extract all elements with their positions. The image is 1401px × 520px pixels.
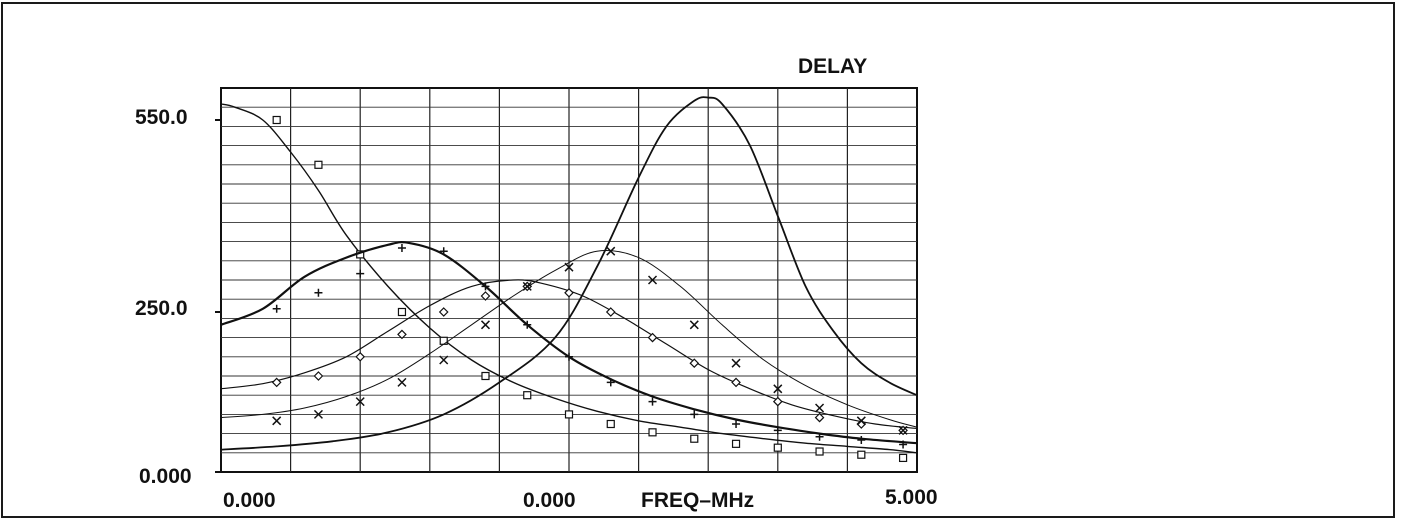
delay-chart: [215, 87, 918, 473]
series-2-marker: [523, 320, 532, 329]
series-1-marker: [397, 307, 407, 317]
series-2-marker: [439, 247, 448, 256]
series-4-marker: [731, 358, 741, 368]
series-2-marker: [606, 378, 615, 387]
series-4-marker: [564, 262, 574, 272]
series-1-marker: [272, 115, 281, 125]
series-2-marker: [314, 288, 323, 297]
series-1-marker: [606, 419, 615, 429]
series-line-3: [220, 279, 918, 430]
series-2-marker: [773, 426, 782, 435]
x-tick-label-right: 5.000: [885, 486, 938, 509]
series-3-marker: [605, 307, 616, 317]
series-4-marker: [898, 425, 908, 435]
series-4-marker: [815, 403, 825, 413]
y-tick-label-mid: 250.0: [135, 297, 188, 320]
series-2-marker: [732, 420, 741, 428]
series-1-marker: [773, 443, 782, 452]
series-4-marker: [439, 355, 449, 365]
x-tick-label-center: 0.000: [523, 489, 576, 512]
series-3-marker: [313, 371, 324, 381]
series-2-marker: [397, 244, 406, 252]
y-tick-label-top: 550.0: [135, 106, 188, 129]
series-3-marker: [647, 332, 658, 343]
series-3-marker: [397, 329, 407, 340]
series-3-marker: [480, 291, 491, 301]
series-4-marker: [773, 384, 783, 394]
series-2-marker: [272, 304, 281, 313]
series-4-marker: [647, 275, 658, 285]
series-3-marker: [438, 307, 449, 317]
series-1-marker: [815, 447, 824, 456]
series-1-marker: [523, 391, 532, 400]
series-2-marker: [565, 352, 573, 361]
series-3-marker: [772, 396, 783, 407]
series-1-marker: [731, 439, 741, 448]
series-4-marker: [606, 246, 616, 256]
series-1-marker: [648, 428, 657, 437]
series-3-marker: [355, 351, 366, 362]
series-line-4: [220, 249, 918, 428]
series-1-marker: [481, 371, 490, 381]
y-tick-label-bottom: 0.000: [139, 465, 192, 488]
series-1-marker: [314, 160, 323, 169]
series-1-marker: [857, 450, 866, 459]
series-2-marker: [857, 436, 866, 444]
series-4-marker: [355, 397, 365, 407]
x-tick-label-left: 0.000: [223, 489, 276, 512]
series-2-marker: [815, 432, 824, 441]
series-3-marker: [564, 287, 574, 298]
series-2-marker: [481, 282, 490, 291]
series-3-marker: [731, 377, 741, 388]
series-3-marker: [689, 358, 700, 369]
series-3-marker: [271, 377, 282, 388]
x-axis-label: FREQ–MHz: [641, 489, 755, 512]
series-line-5: [220, 96, 918, 451]
series-2-marker: [356, 269, 365, 278]
series-4-marker: [480, 320, 491, 330]
series-4-marker: [856, 416, 866, 426]
series-4-marker: [272, 416, 282, 426]
series-1-marker: [690, 434, 699, 443]
series-2-marker: [648, 397, 657, 406]
series-4-marker: [689, 320, 699, 330]
series-4-marker: [397, 377, 407, 387]
series-4-marker: [313, 409, 323, 419]
series-2-marker: [690, 410, 699, 419]
chart-title: DELAY: [798, 55, 868, 78]
series-2-marker: [899, 440, 908, 449]
series-3-marker: [814, 412, 825, 423]
series-line-2: [220, 241, 918, 445]
series-1-marker: [439, 336, 448, 345]
series-1-marker: [898, 453, 908, 463]
series-line-1: [220, 103, 918, 454]
series-1-marker: [564, 410, 574, 419]
series-4-marker: [522, 281, 532, 291]
